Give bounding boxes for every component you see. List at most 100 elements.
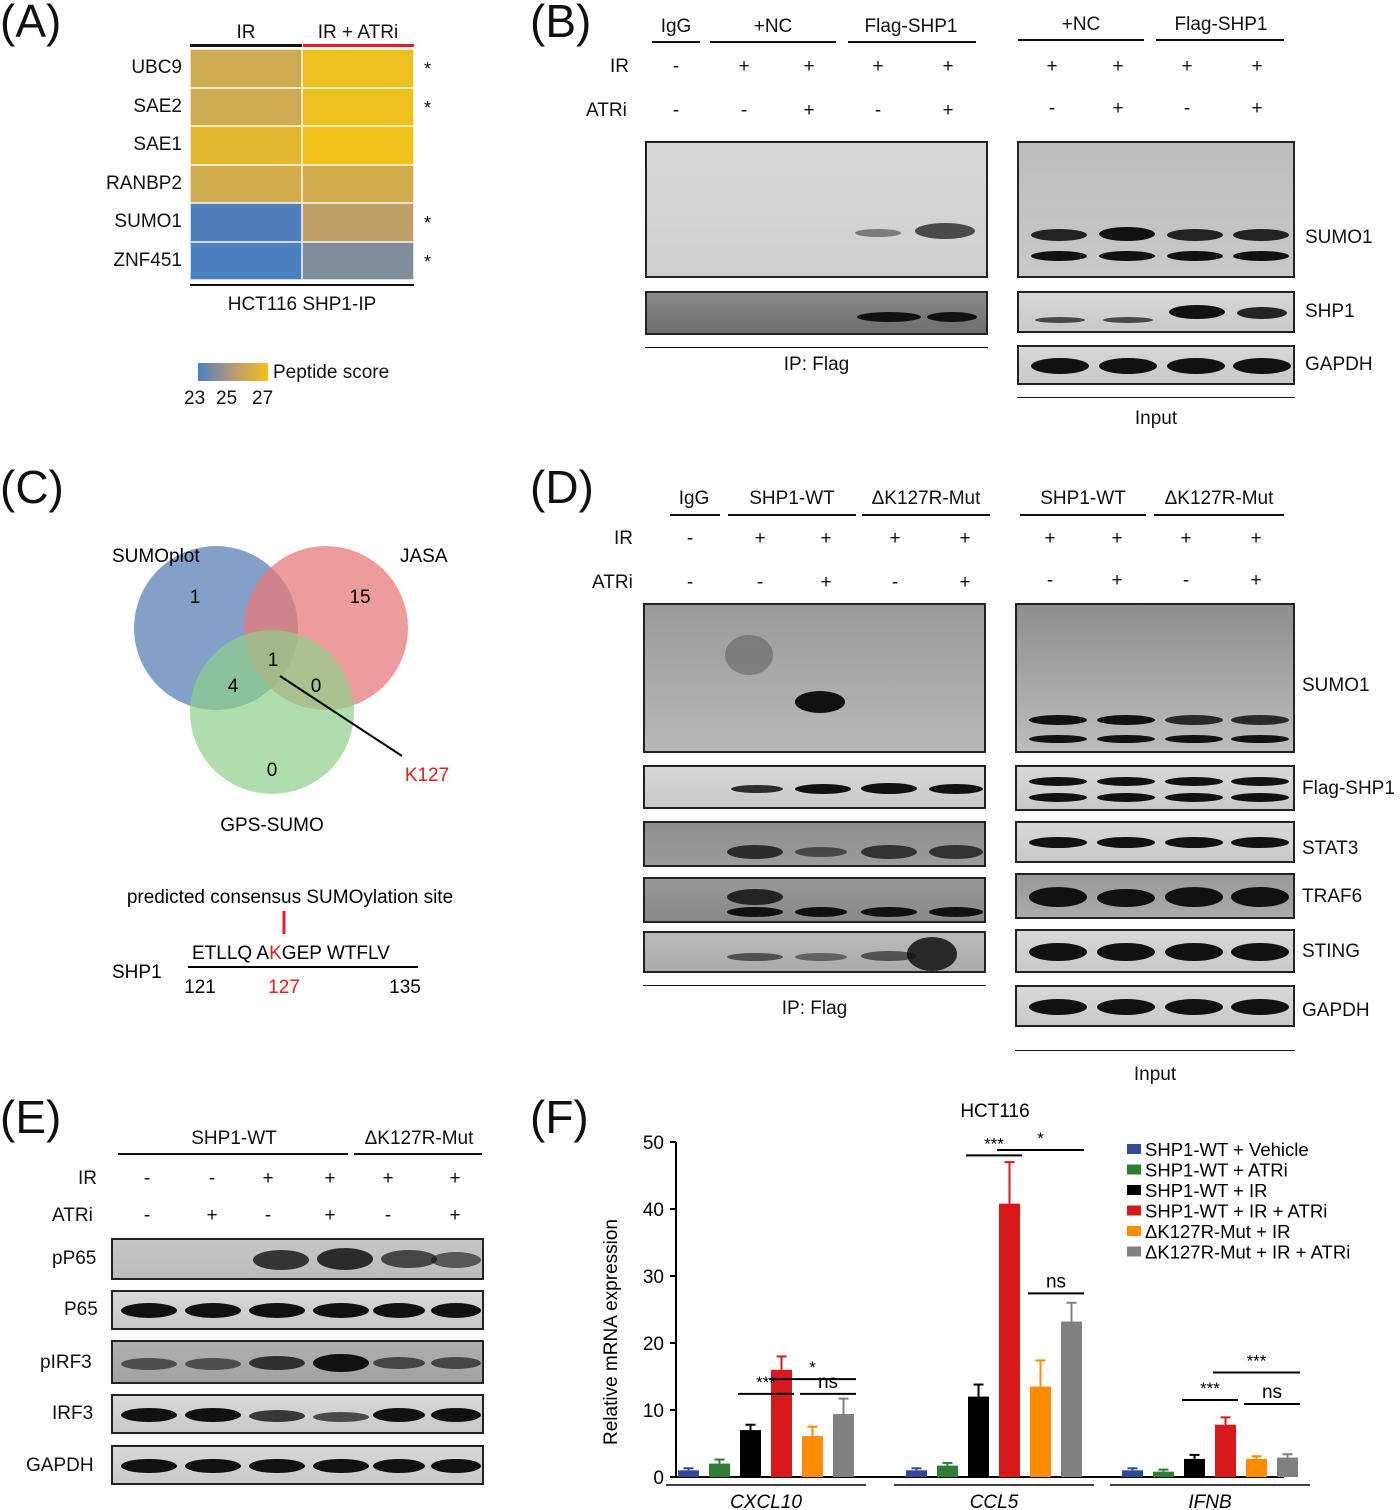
heatmap-cell xyxy=(190,203,302,242)
band xyxy=(795,953,847,961)
b-row-ir: IR xyxy=(610,56,629,77)
sign: + xyxy=(889,528,901,549)
panel-label-a: (A) xyxy=(0,0,62,47)
x-tick-label: IFNB xyxy=(1188,1492,1232,1510)
heatmap-row-label: ZNF451 xyxy=(113,249,182,271)
band xyxy=(861,783,917,794)
b-line xyxy=(1156,39,1284,41)
band xyxy=(1231,887,1289,907)
e-label-pirf3: pIRF3 xyxy=(40,1352,92,1373)
venn-count-c: 0 xyxy=(267,760,278,781)
panel-label-c: (C) xyxy=(0,461,64,513)
sequence: ETLLQ AKGEP WTFLV xyxy=(192,943,390,964)
legend-gradient xyxy=(198,363,268,381)
legend-entry: ΔK127R-Mut + IR + ATRi xyxy=(1145,1242,1350,1263)
legend-swatch xyxy=(1127,1185,1141,1195)
d-line xyxy=(1020,514,1146,516)
d-ip-sting-blot xyxy=(643,931,986,973)
d-input-footer-line xyxy=(1015,1050,1295,1051)
b-group-nc: +NC xyxy=(753,16,793,37)
d-ip-footer: IP: Flag xyxy=(781,998,848,1019)
d-input-gapdh-blot xyxy=(1015,985,1295,1027)
sign: + xyxy=(324,1168,336,1189)
bar xyxy=(1184,1458,1205,1477)
band xyxy=(373,1459,425,1473)
band xyxy=(249,1356,305,1370)
heatmap-row-label: UBC9 xyxy=(131,57,182,78)
sign: - xyxy=(1046,570,1054,591)
e-irf3-blot xyxy=(111,1394,484,1434)
pos-end: 135 xyxy=(389,977,421,998)
sign: + xyxy=(1112,98,1124,119)
sign: - xyxy=(672,100,680,121)
d-label-sumo1: SUMO1 xyxy=(1302,675,1370,696)
seq-post: GEP WTFLV xyxy=(282,943,390,964)
band xyxy=(185,1459,241,1473)
band xyxy=(795,691,845,713)
d-label-traf6: TRAF6 xyxy=(1302,886,1363,907)
bar-chart: HCT116 Relative mRNA expression 0 10 20 30 4… xyxy=(601,1101,1350,1510)
sign: + xyxy=(959,572,971,593)
sign: - xyxy=(143,1168,151,1189)
sign: + xyxy=(803,100,815,121)
band xyxy=(121,1358,177,1370)
d-input-stat3-blot xyxy=(1015,821,1295,863)
bar xyxy=(1153,1471,1174,1477)
panel-label-e: (E) xyxy=(0,1091,62,1143)
bar xyxy=(740,1430,761,1477)
sign: + xyxy=(1044,528,1056,549)
heatmap-star: * xyxy=(424,59,432,79)
d-input-sumo1-blot xyxy=(1015,603,1295,753)
heatmap-col-ir: IR xyxy=(236,22,256,43)
b-ip-footer: IP: Flag xyxy=(783,354,850,375)
seq-k: K xyxy=(269,943,282,964)
band xyxy=(313,1303,369,1318)
sign: + xyxy=(959,528,971,549)
heatmap-cell xyxy=(302,241,414,280)
heatmap-cell xyxy=(190,126,302,165)
band xyxy=(795,907,847,917)
d-label-gapdh: GAPDH xyxy=(1302,1000,1370,1021)
venn-label-sumoplot: SUMOplot xyxy=(112,546,200,567)
heatmap-cell xyxy=(190,164,302,203)
band xyxy=(1097,999,1155,1015)
band xyxy=(1097,837,1155,848)
e-line xyxy=(118,1153,348,1155)
e-label-irf3: IRF3 xyxy=(52,1403,94,1424)
sign: - xyxy=(891,572,899,593)
band xyxy=(249,1459,305,1473)
sign: + xyxy=(1180,528,1192,549)
sign: + xyxy=(1250,570,1262,591)
band xyxy=(185,1358,241,1370)
band xyxy=(1165,735,1223,743)
d-input-group-wt: SHP1-WT xyxy=(1040,488,1126,509)
band xyxy=(1029,793,1087,802)
d-row-atri: ATRi xyxy=(592,572,633,593)
d-input-flag-blot xyxy=(1015,765,1295,811)
significance-label: *** xyxy=(1247,1351,1267,1370)
band xyxy=(855,229,901,237)
heatmap-star: * xyxy=(424,251,432,272)
legend-entry: SHP1-WT + IR xyxy=(1145,1180,1268,1201)
e-label-p65: P65 xyxy=(64,1299,98,1320)
sign: - xyxy=(1182,570,1190,591)
significance-label: ns xyxy=(818,1372,838,1393)
band xyxy=(1165,793,1223,802)
e-pirf3-blot xyxy=(111,1340,484,1384)
band xyxy=(381,1250,437,1268)
band xyxy=(1231,777,1289,786)
d-label-flag-shp1: Flag-SHP1 xyxy=(1302,778,1395,799)
band xyxy=(1097,715,1155,725)
legend-swatch xyxy=(1127,1205,1141,1216)
y-tick-label: 10 xyxy=(643,1401,664,1422)
band xyxy=(373,1303,425,1318)
sign: + xyxy=(1251,56,1263,77)
band xyxy=(795,784,851,794)
bar xyxy=(968,1396,989,1477)
heatmap-row-label: RANBP2 xyxy=(105,172,182,194)
band xyxy=(1097,889,1155,907)
band xyxy=(1231,837,1289,848)
legend-title: Peptide score xyxy=(273,362,390,383)
band xyxy=(1029,999,1087,1015)
band xyxy=(1035,317,1085,323)
